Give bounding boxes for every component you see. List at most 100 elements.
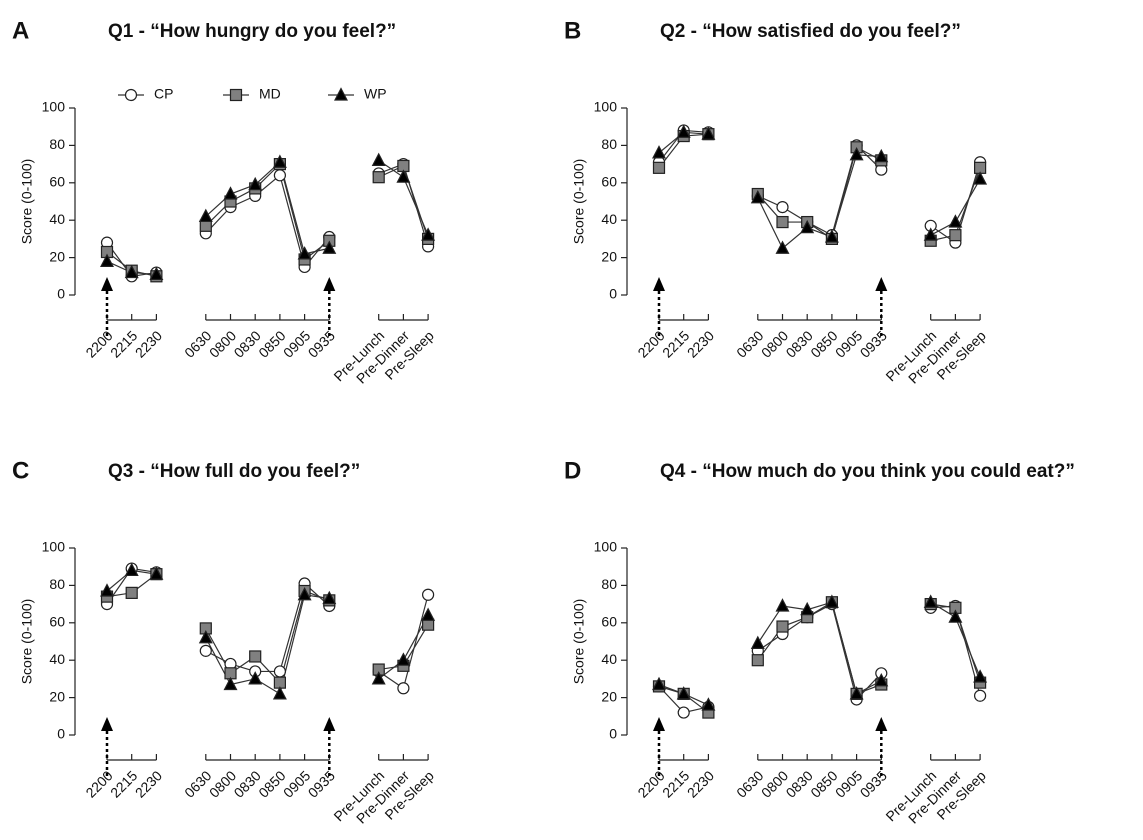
marker <box>272 154 287 168</box>
chart-title: Q3 - “How full do you feel?” <box>108 461 360 482</box>
panel-letter: A <box>12 17 29 44</box>
marker <box>372 171 385 184</box>
y-tick-label: 20 <box>601 248 617 264</box>
panel-letter: B <box>564 17 581 44</box>
chart-title: Q2 - “How satisfied do you feel?” <box>660 21 961 42</box>
marker <box>223 676 238 691</box>
x-tick-label: 0905 <box>832 767 865 800</box>
y-axis-label: Score (0-100) <box>571 159 587 245</box>
marker <box>396 652 411 666</box>
marker <box>322 240 337 254</box>
legend-label: CP <box>154 86 173 102</box>
marker <box>273 169 286 182</box>
marker <box>248 671 263 685</box>
y-tick-label: 40 <box>49 651 65 667</box>
marker <box>652 145 666 159</box>
arrow-head <box>653 717 665 731</box>
y-tick-label: 40 <box>601 211 617 227</box>
x-tick-label: 2230 <box>684 327 717 360</box>
marker <box>677 706 690 719</box>
panel-letter: C <box>12 457 29 484</box>
marker <box>100 583 114 597</box>
marker <box>422 588 435 601</box>
panel: A Q1 - “How hungry do you feel?” Score (0-… <box>12 17 437 386</box>
x-tick-label: 0850 <box>807 327 840 360</box>
marker <box>124 264 139 279</box>
x-tick-label: 0630 <box>733 327 766 360</box>
x-tick-label: 0850 <box>255 767 288 800</box>
marker <box>973 689 987 702</box>
marker <box>776 201 789 214</box>
x-tick-label: 0935 <box>305 767 338 800</box>
y-tick-label: 80 <box>49 576 65 592</box>
y-tick-label: 100 <box>594 99 618 115</box>
x-tick-label: 0830 <box>231 327 264 360</box>
marker <box>775 240 790 254</box>
marker <box>223 186 238 200</box>
marker <box>125 586 138 599</box>
x-tick-label: 0935 <box>857 767 890 800</box>
marker <box>421 227 436 241</box>
marker <box>124 88 138 102</box>
x-tick-label: 0630 <box>181 767 214 800</box>
y-tick-label: 0 <box>609 286 617 302</box>
x-tick-label: 0800 <box>206 327 239 360</box>
arrow-head <box>323 277 336 291</box>
y-tick-label: 20 <box>601 688 617 704</box>
y-tick-label: 40 <box>49 211 65 227</box>
legend-label: MD <box>259 86 281 102</box>
marker <box>775 598 790 612</box>
marker <box>973 669 988 683</box>
x-tick-label: 0905 <box>280 327 313 360</box>
marker <box>100 253 114 267</box>
y-axis-label: Score (0-100) <box>19 599 35 685</box>
marker <box>371 152 386 166</box>
y-tick-label: 60 <box>49 614 65 630</box>
marker <box>272 686 287 700</box>
y-tick-label: 100 <box>42 99 66 115</box>
marker <box>198 208 213 223</box>
y-tick-label: 0 <box>57 726 65 742</box>
arrow-head <box>101 277 113 291</box>
series-line <box>658 603 981 714</box>
x-tick-label: 0830 <box>783 327 816 360</box>
x-tick-label: 2200 <box>634 327 667 360</box>
x-tick-label: 0830 <box>231 767 264 800</box>
marker <box>273 665 286 678</box>
y-axis-label: Score (0-100) <box>571 599 587 685</box>
x-tick-label: 0905 <box>832 327 865 360</box>
marker <box>973 171 988 185</box>
chart-title: Q1 - “How hungry do you feel?” <box>108 21 396 42</box>
y-tick-label: 80 <box>601 576 617 592</box>
y-tick-label: 60 <box>601 614 617 630</box>
marker <box>849 686 864 700</box>
marker <box>322 590 337 605</box>
y-tick-label: 20 <box>49 248 65 264</box>
arrow-head <box>653 277 665 291</box>
marker <box>198 629 213 644</box>
marker <box>923 227 938 241</box>
marker <box>750 635 765 649</box>
x-tick-label: 0630 <box>733 767 766 800</box>
marker <box>923 594 938 608</box>
marker <box>397 682 410 695</box>
x-tick-label: 0905 <box>280 767 313 800</box>
y-tick-label: 80 <box>601 136 617 152</box>
marker <box>751 654 764 667</box>
marker <box>249 650 262 663</box>
chart-title: Q4 - “How much do you think you could ea… <box>660 461 1075 482</box>
x-tick-label: 2230 <box>132 327 165 360</box>
arrow-head <box>875 717 888 731</box>
x-tick-label: 0935 <box>857 327 890 360</box>
y-tick-label: 60 <box>49 174 65 190</box>
marker <box>776 620 789 633</box>
legend-label: WP <box>364 86 387 102</box>
y-tick-label: 60 <box>601 174 617 190</box>
marker <box>396 169 411 183</box>
marker <box>297 586 312 601</box>
marker <box>334 87 348 101</box>
marker <box>676 124 691 138</box>
arrow-head <box>875 277 888 291</box>
marker <box>800 601 815 616</box>
